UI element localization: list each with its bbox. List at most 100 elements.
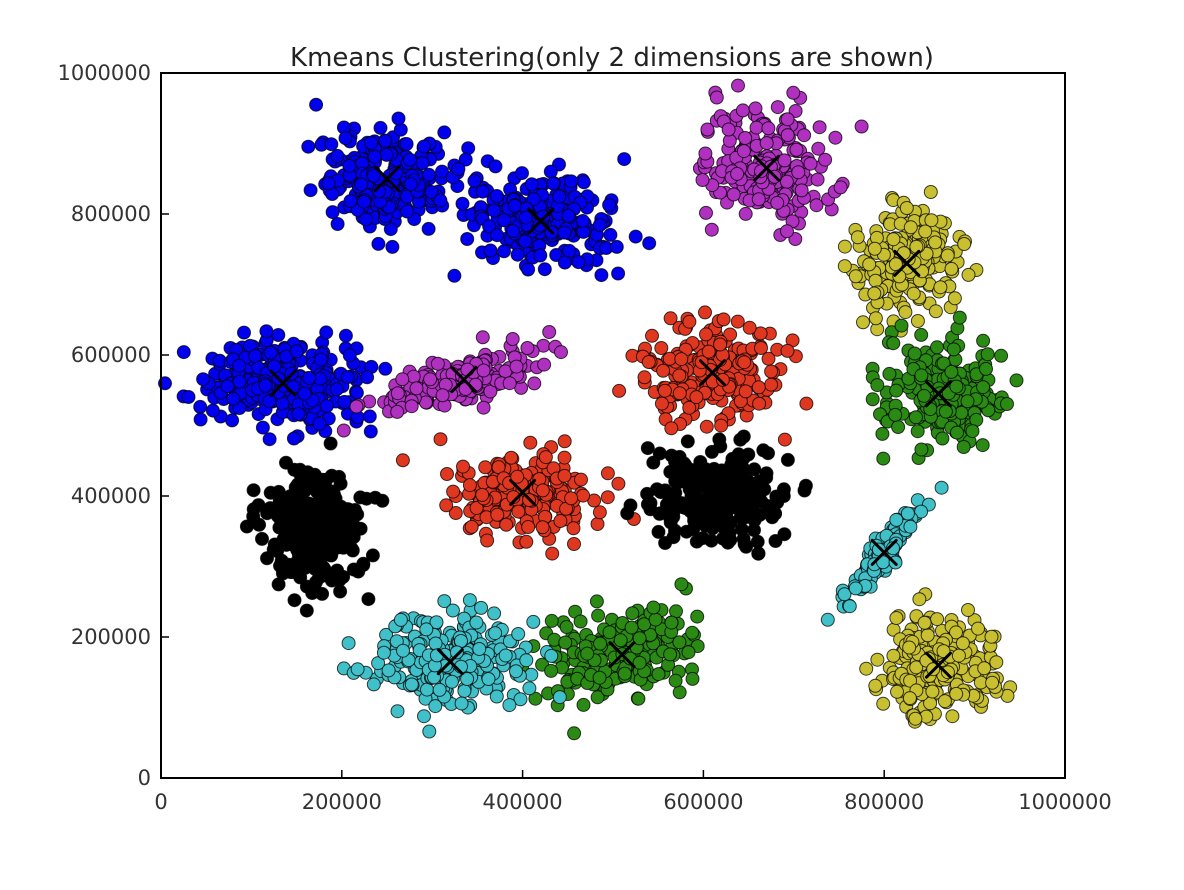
data-point [965,424,980,439]
data-point [811,141,826,156]
data-point [717,521,732,535]
data-point [908,410,923,425]
data-point [594,268,609,283]
data-point [458,152,473,167]
data-point [662,351,677,366]
data-point [668,673,683,688]
data-point [533,248,548,263]
data-point [976,380,991,395]
data-point [518,234,532,249]
data-point [535,520,550,535]
data-point [1000,397,1014,411]
data-point [641,355,656,369]
data-point [562,243,577,258]
data-point [989,655,1004,670]
data-point [319,325,334,340]
data-point [232,358,247,373]
data-point [417,139,431,154]
data-point [799,396,814,411]
data-point [321,176,336,191]
data-point [690,609,705,624]
data-point [699,419,714,434]
data-point [737,355,752,370]
data-point [487,606,502,621]
data-point [520,341,535,355]
data-point [439,498,454,513]
data-point [263,345,278,360]
data-point [907,346,922,361]
data-point [656,363,671,378]
data-point [828,130,843,145]
data-point [488,159,503,174]
data-point [612,383,627,398]
data-point [196,372,211,387]
data-point [305,586,320,600]
data-point [559,620,574,634]
data-point [312,416,327,431]
data-point [593,636,608,651]
data-point [546,176,561,191]
data-point [700,122,715,137]
data-point [752,396,767,411]
data-point [524,177,539,192]
data-point [381,663,396,678]
data-point [303,183,318,198]
data-point [379,147,394,162]
data-point [930,612,945,627]
data-point [917,388,931,403]
data-point [672,368,687,383]
data-point [928,235,943,250]
data-point [537,357,552,372]
data-point [591,608,606,623]
data-point [603,227,618,242]
cluster-13 [336,593,567,739]
data-point [609,239,624,254]
data-point [388,166,403,181]
data-point [786,85,801,100]
data-point [848,269,863,284]
data-point [455,196,470,211]
data-point [430,356,445,371]
data-point [797,128,812,143]
data-point [798,478,813,493]
data-point [672,635,687,650]
data-point [646,600,661,615]
data-point [557,450,572,465]
data-point [315,487,330,502]
data-point [354,177,369,192]
data-point [415,156,430,171]
data-point [437,125,452,140]
data-points [158,78,1024,741]
data-point [451,162,466,177]
data-point [602,198,617,212]
y-tick-label: 800000 [71,202,151,226]
data-point [324,468,339,483]
data-point [287,593,302,608]
data-point [545,546,560,561]
data-point [859,661,874,676]
data-point [481,672,496,686]
data-point [751,380,766,395]
data-point [664,421,679,436]
data-point [716,312,731,327]
data-point [193,412,208,427]
data-point [900,506,915,521]
data-point [765,510,780,525]
data-point [664,615,679,630]
data-point [889,383,904,398]
data-point [566,521,581,536]
data-point [342,348,357,363]
data-point [903,519,918,534]
data-point [291,407,306,421]
data-point [731,78,745,93]
data-point [502,376,517,391]
data-point [910,314,925,328]
data-point [750,508,765,523]
data-point [467,173,482,188]
data-point [648,612,663,627]
data-point [631,691,646,706]
data-point [955,636,970,651]
data-point [868,273,883,288]
data-point [475,184,490,199]
data-point [985,675,1000,690]
